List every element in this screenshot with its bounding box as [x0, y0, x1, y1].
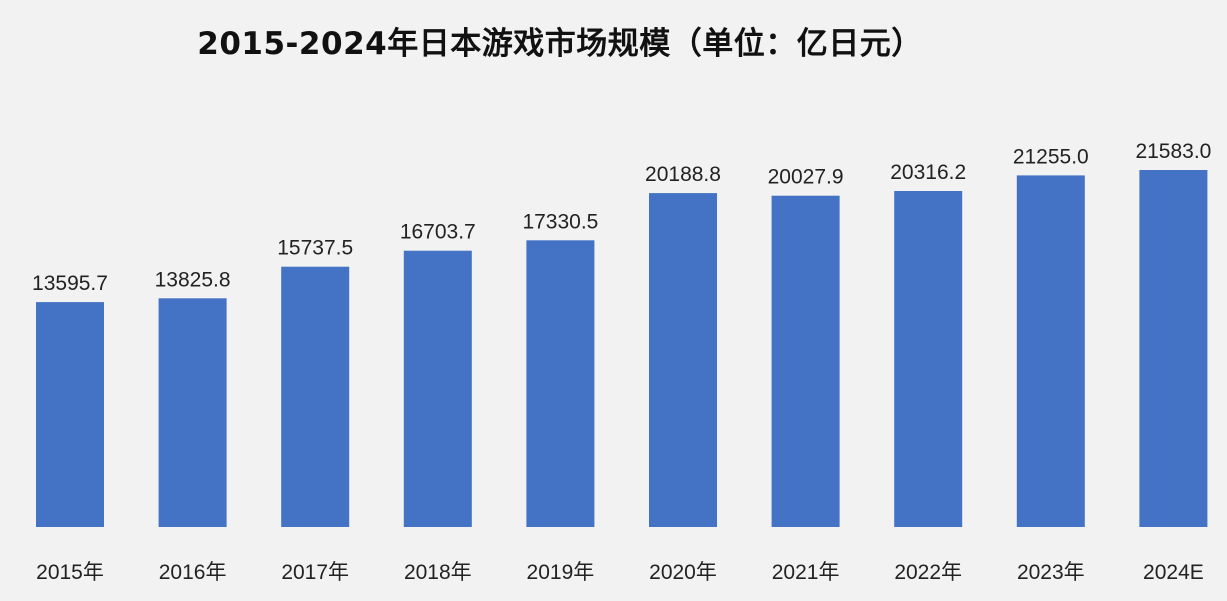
bar-value-label: 21255.0: [1013, 145, 1089, 168]
bar-value-label: 21583.0: [1135, 140, 1211, 163]
bar-2016年: [158, 298, 227, 527]
x-tick-label: 2022年: [894, 561, 962, 584]
bar-2017年: [281, 266, 350, 527]
x-tick-label: 2019年: [527, 561, 595, 584]
x-tick-label: 2023年: [1017, 561, 1085, 584]
bar-2015年: [36, 302, 104, 527]
bar-value-label: 17330.5: [522, 210, 598, 233]
x-tick-label: 2017年: [281, 561, 349, 584]
x-tick-label: 2021年: [772, 561, 840, 584]
bar-2021年: [771, 195, 840, 527]
x-tick-label: 2016年: [159, 561, 227, 584]
bar-value-label: 15737.5: [277, 237, 353, 260]
bar-value-label: 20027.9: [768, 166, 844, 189]
bar-2019年: [526, 240, 595, 528]
bar-2018年: [403, 250, 472, 527]
bar-2023年: [1016, 175, 1085, 527]
x-tick-label: 2015年: [36, 561, 104, 584]
chart-title: 2015-2024年日本游戏市场规模（单位：亿日元）: [197, 26, 923, 62]
bar-value-label: 16703.7: [400, 221, 476, 244]
bar-value-label: 20316.2: [890, 161, 966, 184]
bar-value-label: 20188.8: [645, 163, 721, 186]
bar-2020年: [649, 193, 717, 527]
x-tick-label: 2024E: [1143, 561, 1204, 584]
bar-value-label: 13825.8: [155, 268, 231, 291]
x-tick-label: 2018年: [404, 561, 472, 584]
x-tick-label: 2020年: [649, 561, 717, 584]
bar-2022年: [894, 191, 963, 527]
bar-value-label: 13595.7: [32, 272, 108, 295]
bar-2024E: [1139, 170, 1208, 527]
